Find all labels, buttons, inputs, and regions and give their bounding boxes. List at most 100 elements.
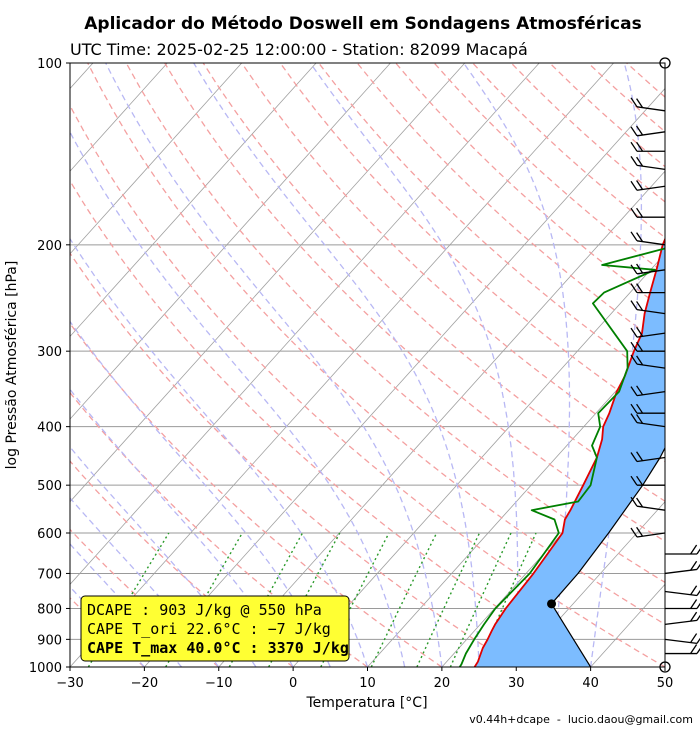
isotherm-line: [441, 418, 665, 667]
y-tick-label: 600: [37, 527, 62, 542]
wind-barb-feather: [696, 548, 700, 555]
isotherm-line: [70, 63, 466, 503]
wind-barb-feather: [690, 644, 698, 654]
moist-adiabat: [70, 496, 220, 667]
wind-barb-feather: [696, 589, 700, 596]
isotherm-line: [70, 63, 540, 585]
wind-barb-feather: [630, 207, 638, 218]
wind-barb-calm: [659, 661, 671, 673]
y-tick-label: 400: [37, 421, 62, 436]
wind-barb-feather: [636, 355, 644, 366]
wind-barb-feather: [636, 98, 644, 108]
wind-barb-feather: [636, 232, 644, 242]
footer-credit: v0.44h+dcape - lucio.daou@gmail.com: [469, 713, 693, 726]
wind-barb-staff: [636, 106, 666, 112]
wind-barb-feather: [690, 599, 698, 609]
wind-barb-feather: [630, 413, 638, 424]
wind-barb-feather: [696, 647, 700, 654]
wind-barb-feather: [636, 301, 644, 311]
wind-barb-feather: [630, 327, 638, 338]
wind-barbs: [630, 57, 700, 673]
x-tick-label: −20: [131, 676, 158, 691]
info-line-dcape: DCAPE : 903 J/kg @ 550 hPa: [87, 601, 322, 619]
wind-barb-feather: [630, 231, 638, 242]
x-tick-label: 50: [657, 676, 674, 691]
x-tick-label: 20: [434, 676, 451, 691]
x-tick-label: −30: [56, 676, 83, 691]
wind-barb-feather: [696, 563, 700, 570]
wind-barb-staff: [636, 363, 666, 369]
wind-barb-feather: [636, 180, 644, 190]
moist-adiabat: [589, 63, 643, 667]
isotherm-line: [70, 63, 391, 420]
wind-barb-feather: [630, 354, 638, 365]
moist-adiabat: [193, 63, 480, 667]
x-tick-label: −10: [205, 676, 232, 691]
wind-barb-feather: [630, 283, 638, 294]
y-tick-label: 1000: [29, 661, 62, 676]
x-tick-label: 40: [582, 676, 599, 691]
dry-adiabat: [164, 63, 665, 543]
wind-barb-feather: [636, 451, 644, 462]
wind-barb-feather: [630, 475, 638, 486]
wind-barb-feather: [690, 611, 698, 622]
wind-barb-feather: [636, 141, 644, 152]
y-tick-label: 500: [37, 479, 62, 494]
dewpoint-profile-line: [458, 247, 665, 667]
dry-adiabat: [70, 252, 517, 667]
dry-adiabat: [70, 528, 220, 667]
wind-barb-feather: [630, 264, 638, 275]
isotherm-line: [70, 63, 317, 338]
info-box: DCAPE : 903 J/kg @ 550 hPa CAPE T_ori 22…: [80, 595, 350, 662]
info-line-cape-max: CAPE T_max 40.0°C : 3370 J/kg: [87, 639, 349, 657]
y-tick-label: 900: [37, 633, 62, 648]
wind-barb-feather: [630, 155, 638, 166]
plot-data: [458, 236, 665, 667]
dry-adiabat: [70, 322, 443, 667]
dry-adiabat: [356, 63, 665, 348]
isotherm-line: [664, 666, 665, 667]
moist-adiabat: [70, 585, 145, 667]
isotherm-line: [292, 253, 665, 667]
temperature-profile-line: [473, 236, 665, 667]
dry-adiabat: [70, 179, 591, 667]
isotherm-line: [70, 63, 614, 667]
wind-barb-feather: [630, 97, 638, 108]
info-box-background: [80, 595, 350, 662]
x-axis-label: Temperatura [°C]: [305, 695, 427, 711]
wind-barb-staff: [636, 309, 666, 315]
lcl-marker: [547, 599, 557, 609]
y-tick-label: 100: [37, 57, 62, 72]
wind-barb-feather: [636, 385, 644, 396]
wind-barb-feather: [690, 544, 698, 555]
moist-adiabat: [70, 130, 406, 667]
wind-barb-feather: [630, 126, 638, 137]
wind-barb-feather: [636, 475, 644, 486]
isotherm-line: [70, 63, 168, 172]
wind-barb-staff: [636, 532, 666, 538]
wind-barb-feather: [636, 207, 644, 218]
y-tick-label: 300: [37, 345, 62, 360]
chart-subtitle: UTC Time: 2025-02-25 12:00:00 - Station:…: [70, 40, 528, 59]
wind-barb-staff: [636, 240, 666, 246]
wind-barb-feather: [696, 637, 700, 644]
dry-adiabat: [472, 63, 665, 239]
wind-barb-feather: [636, 283, 644, 294]
chart-title: Aplicador do Método Doswell em Sondagens…: [84, 14, 641, 34]
plot-grid: [70, 63, 665, 667]
dry-adiabat: [70, 597, 145, 667]
y-tick-label: 700: [37, 567, 62, 582]
wind-barb-staff: [636, 185, 666, 191]
parcel-profile-line: [550, 446, 665, 667]
wind-barb-staff: [636, 269, 666, 275]
dry-adiabat: [125, 63, 665, 584]
wind-barb-feather: [636, 156, 644, 167]
wind-barb-feather: [696, 602, 700, 609]
wind-barb-feather: [630, 527, 638, 538]
wind-barb-feather: [630, 386, 638, 396]
moist-adiabat: [70, 237, 369, 667]
wind-barb-staff: [636, 422, 666, 428]
mixing-ratio-line: [449, 532, 512, 667]
moist-adiabat: [70, 543, 183, 667]
wind-barb-feather: [690, 633, 698, 643]
